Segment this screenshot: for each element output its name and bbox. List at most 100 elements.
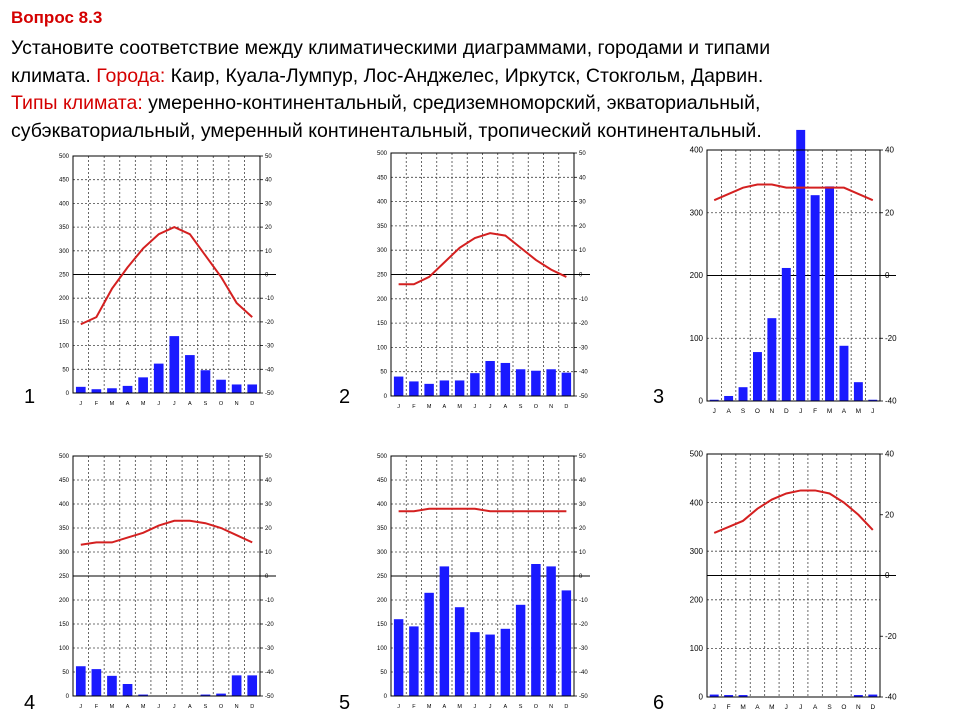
precip-tick-label: 250: [377, 273, 388, 279]
month-label: D: [250, 704, 254, 710]
precip-tick-label: 250: [59, 273, 70, 279]
precip-tick-label: 450: [59, 478, 70, 484]
question-text: Установите соответствие между климатичес…: [11, 35, 956, 145]
temp-tick-label: 40: [579, 175, 586, 181]
precip-tick-label: 100: [377, 345, 388, 351]
temp-tick-label: 10: [579, 550, 586, 556]
precip-bar: [500, 628, 511, 696]
month-label: D: [250, 401, 254, 407]
month-label: N: [235, 401, 239, 407]
chart-5: 050100150200250300350400450500-50-40-30-…: [377, 454, 590, 710]
precip-bar: [424, 592, 434, 696]
month-label: A: [504, 704, 508, 710]
question-line1: Установите соответствие между климатичес…: [11, 37, 771, 59]
precip-tick-label: 200: [690, 271, 704, 280]
precip-tick-label: 100: [59, 646, 70, 652]
precip-tick-label: 300: [59, 550, 70, 556]
temp-tick-label: 50: [579, 454, 586, 460]
precip-tick-label: 250: [377, 574, 388, 580]
temp-tick-label: -50: [265, 694, 274, 700]
temp-tick-label: 0: [265, 574, 269, 580]
precip-bar: [531, 564, 541, 696]
temp-tick-label: 10: [579, 248, 586, 254]
precip-tick-label: 150: [59, 622, 70, 628]
precip-tick-label: 300: [690, 547, 704, 556]
precip-bar: [485, 634, 495, 696]
month-label: S: [204, 704, 208, 710]
temp-tick-label: 30: [265, 502, 272, 508]
month-label: J: [79, 704, 82, 710]
month-label: A: [443, 704, 447, 710]
precip-bar: [75, 386, 86, 393]
month-label: M: [141, 401, 146, 407]
precip-tick-label: 300: [690, 208, 704, 217]
climates-list-2: субэкваториальный, умеренный континентал…: [11, 119, 762, 142]
precip-bar: [409, 626, 419, 696]
temp-tick-label: 30: [579, 502, 586, 508]
precip-tick-label: 300: [377, 248, 388, 254]
precip-tick-label: 450: [59, 178, 70, 184]
chart-2: 050100150200250300350400450500-50-40-30-…: [377, 151, 590, 410]
precip-bar: [709, 399, 719, 401]
precip-bar: [839, 345, 849, 401]
temp-tick-label: -40: [579, 670, 588, 676]
precip-tick-label: 200: [59, 296, 70, 302]
precip-bar: [454, 607, 465, 696]
precip-tick-label: 400: [690, 146, 704, 155]
precip-bar: [393, 376, 404, 396]
precip-bar: [724, 395, 734, 401]
precip-bar: [91, 389, 102, 393]
month-label: A: [126, 704, 130, 710]
precip-bar: [393, 619, 404, 696]
temp-tick-label: -30: [579, 345, 588, 351]
month-label: D: [564, 704, 568, 710]
precip-bar: [853, 695, 863, 697]
precip-bar: [247, 384, 258, 393]
month-label: D: [564, 404, 568, 410]
month-label: J: [157, 401, 160, 407]
precip-bar: [91, 669, 102, 696]
month-label: O: [534, 704, 539, 710]
precip-bar: [796, 129, 806, 402]
temp-tick-label: 20: [579, 224, 586, 230]
precip-bar: [169, 336, 180, 393]
temp-tick-label: -10: [579, 598, 588, 604]
temp-tick-label: -30: [265, 344, 274, 350]
temp-tick-label: 20: [265, 225, 272, 231]
month-label: J: [489, 704, 492, 710]
month-label: M: [110, 704, 115, 710]
month-label: S: [204, 401, 208, 407]
temp-tick-label: -20: [885, 334, 897, 343]
precip-tick-label: 200: [690, 595, 704, 604]
month-label: A: [813, 704, 818, 711]
precip-bar: [75, 666, 86, 696]
precip-tick-label: 350: [377, 526, 388, 532]
month-label: F: [95, 704, 99, 710]
precip-tick-label: 350: [59, 225, 70, 231]
month-label: F: [412, 704, 416, 710]
plot-frame: [706, 453, 881, 698]
month-label: O: [841, 704, 846, 711]
temp-tick-label: -50: [579, 694, 588, 700]
temp-tick-label: -10: [579, 297, 588, 303]
temp-tick-label: 40: [265, 478, 272, 484]
precip-bar: [424, 383, 434, 396]
precip-tick-label: 100: [690, 334, 704, 343]
temp-tick-label: 40: [885, 146, 894, 155]
month-label: J: [79, 401, 82, 407]
question-title: Вопрос 8.3: [11, 8, 103, 27]
month-label: M: [769, 704, 774, 711]
precip-bar: [122, 684, 133, 696]
temperature-line: [80, 226, 253, 326]
temperature-line: [398, 232, 567, 286]
precip-tick-label: 50: [62, 367, 69, 373]
month-label: N: [549, 704, 553, 710]
temperature-line: [713, 489, 874, 534]
temp-tick-label: -40: [885, 397, 897, 406]
precip-tick-label: 350: [377, 224, 388, 230]
precip-bar: [454, 380, 465, 396]
month-label: J: [871, 408, 874, 415]
precip-tick-label: 100: [377, 646, 388, 652]
temp-tick-label: -40: [579, 370, 588, 376]
